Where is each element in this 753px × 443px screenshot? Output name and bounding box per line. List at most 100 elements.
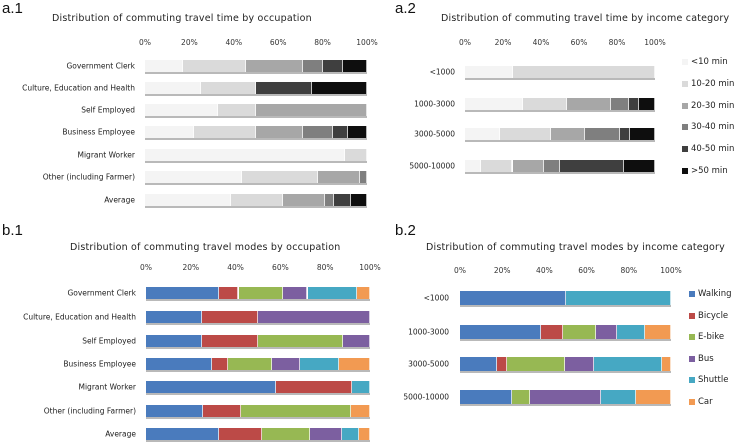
bar-segment-10-20-min [200, 82, 256, 94]
bar-segment-10-20-min [512, 66, 655, 78]
bar-segment-10-20-min [344, 149, 367, 161]
stacked-bar [146, 358, 370, 370]
category-label: Migrant Worker [78, 382, 137, 392]
x-tick-label: 100% [356, 38, 378, 47]
legend-label: Bicycle [698, 310, 729, 321]
legend-label: Car [698, 397, 713, 407]
bar-segment-10-20-min [480, 160, 513, 172]
stacked-bar [145, 194, 367, 206]
category-label: 5000-10000 [403, 392, 449, 402]
bar-segment-bus [343, 335, 370, 347]
bar-baseline [460, 371, 671, 373]
category-label: Average [105, 429, 136, 439]
bar-segment-50-min [348, 126, 367, 138]
stacked-bar [145, 104, 367, 116]
bar-segment-40-50-min [620, 128, 630, 140]
category-label: Business Employee [62, 127, 135, 137]
bar-baseline [145, 206, 367, 208]
category-label: 3000-5000 [414, 129, 455, 139]
bar-segment-walking [146, 311, 202, 323]
x-tick-label: 0% [454, 266, 466, 275]
legend-label: >50 min [691, 166, 728, 176]
x-tick-label: 0% [140, 263, 152, 272]
bar-segment-10-20-min [193, 126, 256, 138]
bar-segment-40-50-min [322, 60, 343, 72]
bar-baseline [460, 305, 671, 307]
bar-segment-40-50-min [256, 82, 312, 94]
bar-segment-walking [460, 325, 542, 339]
bar-segment-10-20-min [499, 128, 552, 140]
legend-label: 30-40 min [691, 122, 735, 133]
bar-segment-10-min [465, 160, 481, 172]
category-label: <1000 [429, 67, 455, 77]
category-label: Self Employed [82, 336, 136, 346]
bar-segment-30-40-min [585, 128, 621, 140]
bar-segment-30-40-min [360, 171, 367, 183]
bar-segment-10-min [145, 149, 345, 161]
bar-segment-50-min [350, 194, 367, 206]
category-label: Other (including Farmer) [42, 172, 135, 182]
bar-segment-10-min [465, 66, 513, 78]
bar-segment-bicycle [211, 358, 228, 370]
bar-segment-e-bike [227, 358, 272, 370]
x-tick-label: 0% [139, 38, 151, 47]
legend-swatch [689, 355, 695, 362]
stacked-bar [465, 160, 655, 172]
stacked-bar [465, 98, 655, 110]
bar-segment-car [357, 287, 370, 299]
bar-segment-bus [309, 428, 342, 440]
bar-segment-shuttle [565, 291, 671, 305]
bar-segment-50-min [342, 60, 367, 72]
category-label: Migrant Worker [77, 150, 136, 160]
legend-label: E-bike [698, 332, 725, 343]
bar-segment-bicycle [202, 311, 258, 323]
bar-segment-20-30-min [256, 126, 303, 138]
bar-baseline [460, 339, 671, 341]
bar-segment-40-50-min [334, 194, 351, 206]
category-label: 5000-10000 [409, 161, 455, 171]
x-tick-label: 80% [314, 38, 331, 47]
x-tick-label: 40% [536, 266, 553, 275]
bar-baseline [146, 417, 370, 419]
category-label: Business Employee [63, 359, 136, 369]
bar-segment-10-20-min [241, 171, 319, 183]
x-tick-label: 60% [272, 263, 289, 272]
bar-segment-30-40-min [302, 60, 323, 72]
stacked-bar [465, 66, 655, 78]
x-tick-label: 40% [225, 38, 243, 47]
legend-swatch [689, 312, 695, 319]
legend-swatch [682, 102, 688, 109]
stacked-bar [146, 311, 370, 323]
bar-baseline [465, 140, 655, 142]
x-tick-label: 100% [359, 263, 381, 272]
bar-segment-10-min [145, 104, 219, 116]
stacked-bar [146, 335, 370, 347]
bar-segment-walking [146, 405, 203, 417]
bar-segment-bicycle [218, 428, 263, 440]
bar-segment-bicycle [275, 381, 353, 393]
bar-segment-walking [146, 358, 212, 370]
legend-label: 40-50 min [691, 144, 735, 155]
bar-baseline [460, 404, 671, 406]
bar-segment-30-40-min [543, 160, 560, 172]
bar-baseline [146, 299, 370, 301]
stacked-bar [145, 126, 367, 138]
stacked-bar [145, 60, 367, 72]
x-tick-label: 80% [620, 266, 638, 275]
chart-title: Distribution of commuting travel time by… [52, 13, 312, 24]
stacked-bar [460, 325, 671, 339]
category-label: 1000-3000 [408, 327, 449, 337]
legend-label: 10-20 min [691, 78, 735, 89]
x-tick-label: 80% [608, 38, 626, 47]
bar-segment-bicycle [202, 405, 241, 417]
bar-segment-car [359, 428, 370, 440]
bar-segment-20-30-min [246, 60, 303, 72]
bar-segment-walking [146, 428, 219, 440]
category-label: Culture, Education and Health [22, 83, 135, 93]
x-tick-label: 40% [532, 38, 550, 47]
bar-segment-50-min [629, 128, 655, 140]
x-tick-label: 20% [493, 266, 511, 275]
bar-segment-car [661, 357, 671, 371]
chart-title: Distribution of commuting travel time by… [441, 13, 730, 24]
bar-segment-bus [258, 311, 370, 323]
